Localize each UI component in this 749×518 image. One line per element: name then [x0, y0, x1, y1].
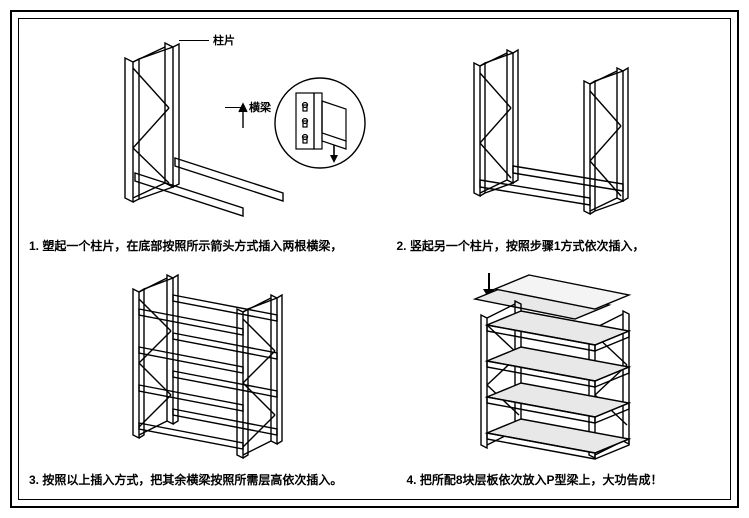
- step-3-svg: [85, 267, 315, 462]
- inner-border: 柱片 横梁: [18, 18, 731, 500]
- step-3-caption: 3. 按照以上插入方式，把其余横梁按照所需层高依次插入。: [27, 468, 373, 491]
- callout-line: [225, 107, 245, 108]
- step-1-diagram: 柱片 横梁: [27, 27, 373, 234]
- step-4-svg: [429, 267, 669, 462]
- step-2-caption: 2. 竖起另一个柱片，按照步骤1方式依次插入，: [377, 234, 723, 257]
- label-column: 柱片: [179, 32, 235, 48]
- step-2-diagram: [377, 27, 723, 234]
- label-beam-text: 横梁: [249, 99, 271, 115]
- step-3-cell: 3. 按照以上插入方式，把其余横梁按照所需层高依次插入。: [27, 261, 373, 491]
- step-4-cell: 4. 把所配8块层板依次放入P型梁上，大功告成！: [377, 261, 723, 491]
- step-4-caption: 4. 把所配8块层板依次放入P型梁上，大功告成！: [377, 468, 723, 491]
- step-4-diagram: [377, 261, 723, 468]
- outer-border: 柱片 横梁: [10, 10, 739, 508]
- step-2-cell: 2. 竖起另一个柱片，按照步骤1方式依次插入，: [377, 27, 723, 257]
- step-2-svg: [429, 38, 669, 223]
- step-1-cell: 柱片 横梁: [27, 27, 373, 257]
- label-beam: 横梁: [225, 99, 271, 115]
- callout-line: [179, 40, 209, 41]
- step-1-caption: 1. 塑起一个柱片，在底部按照所示箭头方式插入两根横梁，: [27, 234, 373, 257]
- step-3-diagram: [27, 261, 373, 468]
- step-1-svg: [35, 38, 365, 223]
- label-column-text: 柱片: [213, 32, 235, 48]
